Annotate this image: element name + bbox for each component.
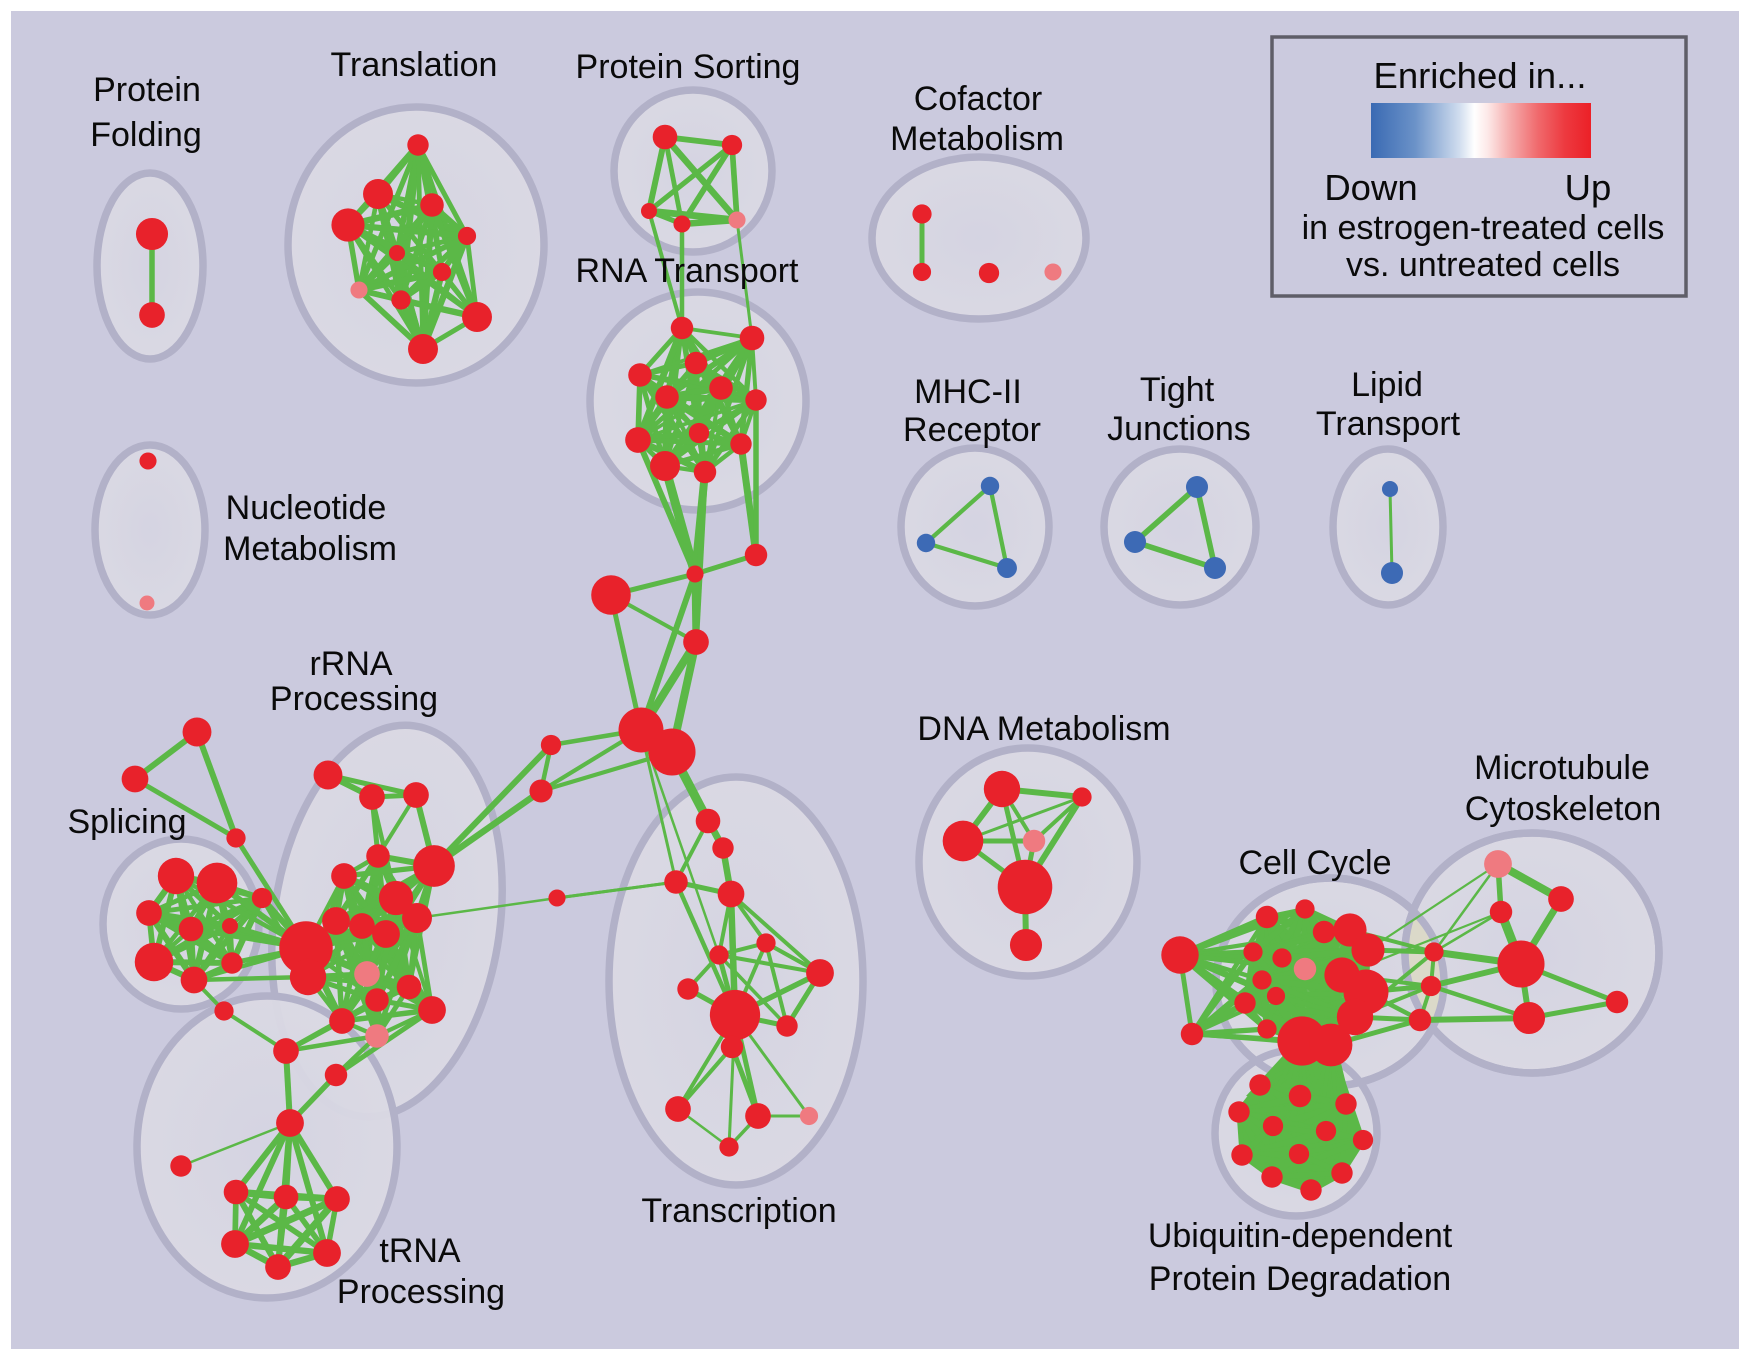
svg-text:Down: Down (1324, 167, 1417, 208)
svg-text:Nucleotide: Nucleotide (226, 489, 387, 527)
svg-text:vs. untreated cells: vs. untreated cells (1346, 246, 1620, 284)
svg-text:Protein Degradation: Protein Degradation (1149, 1260, 1451, 1298)
svg-text:Junctions: Junctions (1107, 410, 1251, 448)
svg-text:in estrogen-treated cells: in estrogen-treated cells (1302, 209, 1665, 247)
svg-text:Folding: Folding (90, 116, 202, 154)
svg-text:Cytoskeleton: Cytoskeleton (1465, 790, 1662, 828)
svg-text:DNA Metabolism: DNA Metabolism (917, 710, 1170, 748)
svg-text:Tight: Tight (1140, 371, 1215, 409)
svg-text:Translation: Translation (331, 46, 498, 84)
svg-text:Up: Up (1565, 167, 1612, 208)
svg-text:Transcription: Transcription (641, 1192, 836, 1230)
svg-text:rRNA: rRNA (309, 645, 392, 683)
svg-text:RNA Transport: RNA Transport (576, 252, 800, 290)
svg-text:Transport: Transport (1316, 405, 1461, 443)
svg-text:MHC-II: MHC-II (914, 373, 1022, 411)
svg-text:Processing: Processing (270, 680, 438, 718)
svg-text:Receptor: Receptor (903, 411, 1041, 449)
svg-text:tRNA: tRNA (379, 1232, 461, 1270)
svg-text:Splicing: Splicing (67, 803, 186, 841)
svg-text:Microtubule: Microtubule (1474, 749, 1650, 787)
svg-text:Protein: Protein (93, 71, 201, 109)
svg-text:Protein Sorting: Protein Sorting (576, 48, 801, 86)
svg-text:Cofactor: Cofactor (914, 80, 1043, 118)
svg-text:Metabolism: Metabolism (223, 530, 397, 568)
svg-text:Lipid: Lipid (1351, 366, 1423, 404)
svg-text:Processing: Processing (337, 1273, 505, 1311)
svg-text:Ubiquitin-dependent: Ubiquitin-dependent (1148, 1217, 1453, 1255)
svg-text:Enriched in...: Enriched in... (1373, 55, 1586, 96)
svg-text:Cell Cycle: Cell Cycle (1238, 844, 1391, 882)
svg-text:Metabolism: Metabolism (890, 120, 1064, 158)
